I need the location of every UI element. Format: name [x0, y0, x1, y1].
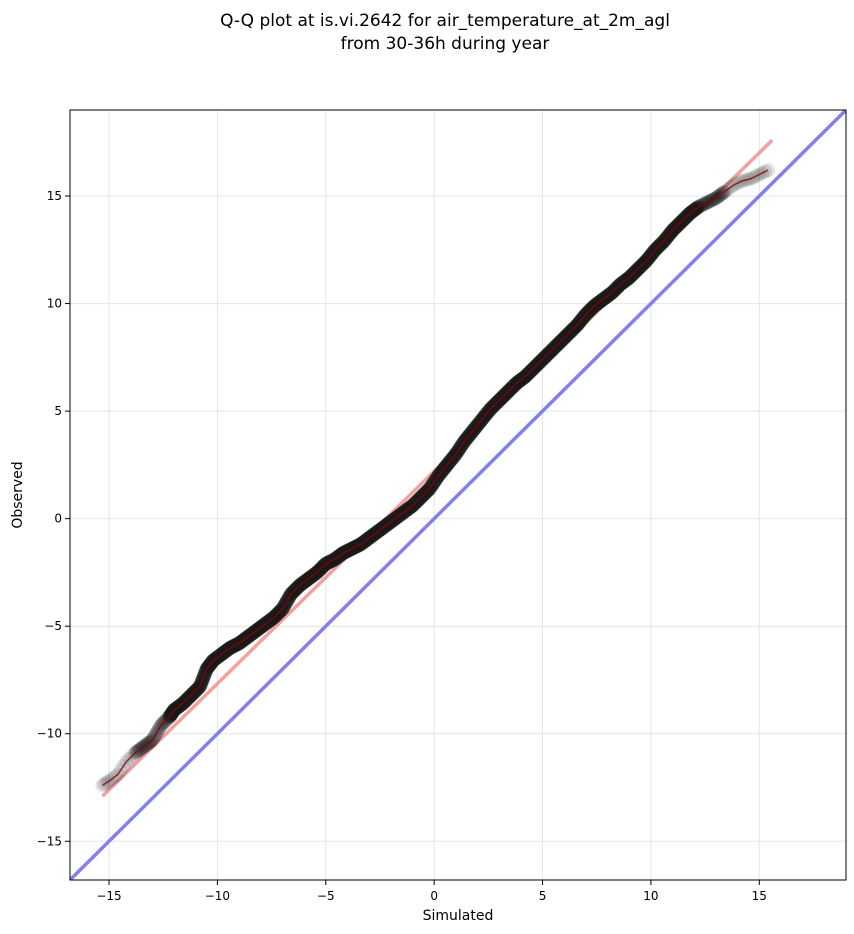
plot-frame — [69, 109, 847, 881]
y-axis-label: Observed — [10, 461, 26, 528]
x-tick-label: 10 — [643, 889, 658, 903]
y-tick-label: 0 — [54, 512, 62, 526]
y-tick-label: 10 — [47, 297, 62, 311]
y-tick-label: 5 — [54, 404, 62, 418]
identity-line — [70, 110, 846, 880]
x-axis-label: Simulated — [423, 908, 494, 924]
x-tick-label: −10 — [205, 889, 230, 903]
x-tick-label: 0 — [430, 889, 438, 903]
x-tick-label: −5 — [317, 889, 335, 903]
fit-line — [101, 138, 774, 798]
reference-lines — [70, 110, 846, 880]
x-tick-label: −15 — [96, 889, 121, 903]
x-tick-label: 5 — [539, 889, 547, 903]
axis-ticks: −15 −10 −5 0 5 10 15 −15 −10 −5 0 5 10 15 — [37, 189, 767, 903]
y-tick-label: 15 — [47, 189, 62, 203]
qq-points — [95, 163, 775, 793]
chart-title-line-2: from 30-36h during year — [341, 34, 550, 54]
y-tick-label: −15 — [37, 834, 62, 848]
y-tick-label: −10 — [37, 727, 62, 741]
chart-title-line-1: Q-Q plot at is.vi.2642 for air_temperatu… — [220, 11, 670, 31]
qq-trend-overlay — [102, 169, 769, 787]
y-tick-label: −5 — [44, 619, 62, 633]
x-tick-label: 15 — [752, 889, 767, 903]
